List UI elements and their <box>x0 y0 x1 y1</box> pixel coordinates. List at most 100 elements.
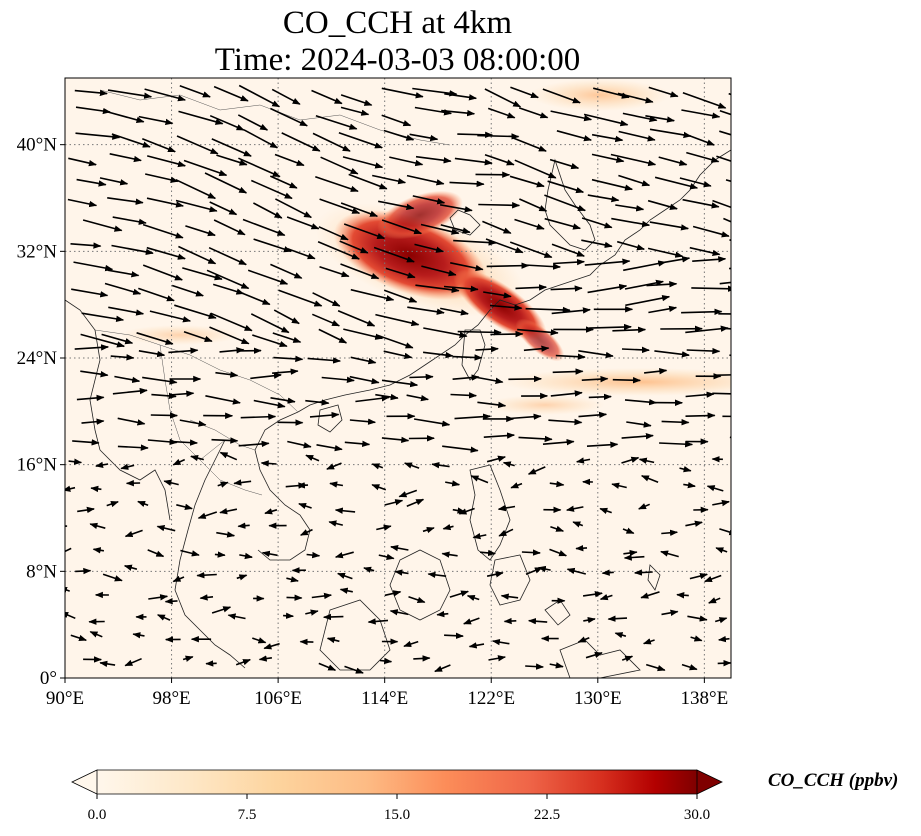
wind-vector-arrow <box>622 527 635 535</box>
wind-vector-arrow <box>334 551 354 559</box>
wind-vector-arrow <box>82 219 123 232</box>
wind-vector-arrow <box>582 591 603 598</box>
wind-vector-arrow <box>340 202 379 217</box>
wind-vector-arrow <box>150 412 178 419</box>
wind-vector-arrow <box>199 594 214 601</box>
wind-vector-arrow <box>708 597 721 604</box>
wind-vector-arrow <box>124 657 142 667</box>
wind-vector-arrow <box>309 411 340 419</box>
wind-vector-arrow <box>489 304 523 311</box>
wind-vector-arrow <box>720 327 731 330</box>
wind-vector-arrow <box>344 440 371 447</box>
wind-vector-arrow <box>168 347 199 354</box>
wind-vector-arrow <box>414 243 445 253</box>
wind-vector-arrow <box>515 284 547 291</box>
wind-vector-arrow <box>384 590 402 597</box>
wind-vector-arrow <box>486 455 506 463</box>
wind-vector-arrow <box>109 153 142 163</box>
wind-vector-arrow <box>124 529 143 538</box>
wind-vector-arrow <box>92 547 105 554</box>
wind-vector-arrow <box>343 328 384 340</box>
wind-vector-arrow <box>439 204 473 213</box>
wind-vector-arrow <box>147 549 165 558</box>
wind-vector-arrow <box>243 129 279 149</box>
wind-vector-arrow <box>556 130 592 142</box>
wind-vector-arrow <box>440 307 469 316</box>
wind-vector-arrow <box>508 375 542 383</box>
wind-vector-arrow <box>413 655 431 662</box>
wind-vector-arrow <box>723 217 731 223</box>
wind-vector-arrow <box>240 413 277 420</box>
wind-vector-arrow <box>415 284 460 293</box>
wind-vector-arrow <box>599 594 613 601</box>
wind-vector-arrow <box>549 662 564 669</box>
wind-vector-arrow <box>250 372 282 380</box>
wind-vector-arrow <box>394 569 409 576</box>
wind-vector-arrow <box>486 571 504 578</box>
wind-vector-arrow <box>500 593 519 600</box>
wind-vector-arrow <box>340 263 380 280</box>
wind-vector-arrow <box>305 609 319 616</box>
map-title-line1: CO_CCH at 4km <box>282 5 513 41</box>
longitude-tick-label: 130°E <box>574 688 622 709</box>
wind-vector-arrow <box>273 309 300 325</box>
wind-vector-arrow <box>551 307 591 315</box>
wind-vector-arrow <box>111 244 154 256</box>
wind-vector-arrow <box>111 133 151 148</box>
wind-vector-arrow <box>661 419 690 426</box>
wind-vector-arrow <box>468 642 485 649</box>
wind-vector-arrow <box>205 395 241 405</box>
wind-vector-arrow <box>379 657 393 665</box>
colorbar-gradient <box>97 770 697 794</box>
wind-vector-arrow <box>319 198 361 214</box>
wind-vector-arrow <box>146 197 184 208</box>
wind-vector-arrow <box>612 377 641 384</box>
wind-vector-arrow <box>548 418 583 426</box>
wind-vector-arrow <box>142 223 184 239</box>
wind-vector-arrow <box>312 292 341 307</box>
wind-vector-arrow <box>517 328 559 336</box>
wind-vector-arrow <box>449 590 469 598</box>
wind-vector-arrow <box>185 225 216 237</box>
wind-vector-arrow <box>509 175 545 188</box>
wind-vector-arrow <box>117 417 146 426</box>
wind-vector-arrow <box>74 89 108 97</box>
wind-vector-arrow <box>518 107 549 119</box>
wind-vector-arrow <box>518 435 553 443</box>
wind-vector-arrow <box>151 392 177 400</box>
wind-vector-arrow <box>589 323 632 331</box>
wind-vector-arrow <box>183 159 228 177</box>
wind-vector-arrow <box>286 576 299 583</box>
wind-vector-arrow <box>581 217 613 229</box>
wind-vector-arrow <box>77 506 95 514</box>
wind-vector-arrow <box>660 550 679 558</box>
wind-vector-arrow <box>679 177 712 188</box>
colorbar-title: CO_CCH (ppbv) <box>768 770 899 791</box>
wind-vector-arrow <box>612 326 647 334</box>
wind-vector-arrow <box>685 391 715 398</box>
wind-vector-arrow <box>106 501 119 508</box>
wind-vector-arrow <box>363 566 375 573</box>
wind-vector-arrow <box>383 289 418 303</box>
wind-vector-arrow <box>252 637 267 644</box>
wind-vector-arrow <box>164 598 178 605</box>
wind-vector-arrow <box>315 114 358 130</box>
wind-vector-arrow <box>634 569 653 576</box>
wind-vector-arrow <box>621 456 640 464</box>
wind-vector-arrow <box>375 313 420 327</box>
wind-vector-arrow <box>717 659 731 667</box>
wind-vector-arrow <box>566 567 587 575</box>
wind-vector-arrow <box>107 269 140 278</box>
wind-vector-arrow <box>114 375 141 384</box>
wind-vector-arrow <box>621 655 634 662</box>
wind-vector-arrow <box>375 393 399 401</box>
wind-vector-arrow <box>149 310 191 323</box>
wind-vector-arrow <box>718 635 730 643</box>
wind-vector-arrow <box>503 617 517 625</box>
wind-vector-arrow <box>273 355 304 363</box>
wind-vector-arrow <box>414 106 452 116</box>
wind-vector-arrow <box>138 287 175 302</box>
wind-vector-arrow <box>176 135 219 155</box>
wind-vector-arrow <box>381 436 410 444</box>
wind-vector-arrow <box>74 344 109 351</box>
